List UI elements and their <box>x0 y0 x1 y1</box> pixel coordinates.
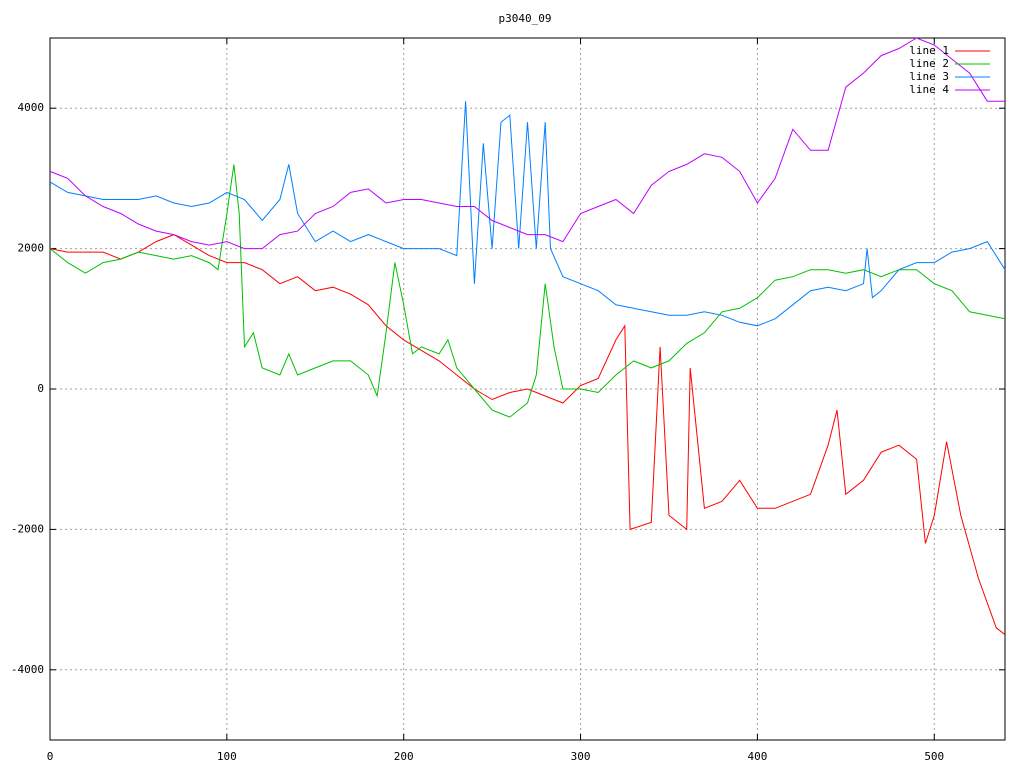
y-tick-label: -4000 <box>11 663 44 676</box>
series-line <box>49 37 1005 250</box>
y-tick-label: 0 <box>37 382 44 395</box>
x-tick-label: 300 <box>571 750 591 763</box>
series-line <box>49 164 1006 418</box>
x-tick-label: 0 <box>47 750 54 763</box>
y-tick-label: -2000 <box>11 522 44 535</box>
legend-label: line 4 <box>909 83 949 96</box>
x-tick-label: 400 <box>747 750 767 763</box>
y-tick-label: 2000 <box>18 242 45 255</box>
plot-frame <box>49 37 1006 741</box>
legend-label: line 2 <box>909 57 949 70</box>
legend-label: line 3 <box>909 70 949 83</box>
chart-title: p3040_09 <box>499 12 552 25</box>
x-tick-label: 100 <box>217 750 237 763</box>
x-tick-label: 500 <box>924 750 944 763</box>
series-line <box>49 101 1006 327</box>
x-tick-label: 200 <box>394 750 414 763</box>
y-tick-label: 4000 <box>18 101 45 114</box>
legend-label: line 1 <box>909 44 949 57</box>
series-line <box>49 234 1006 636</box>
